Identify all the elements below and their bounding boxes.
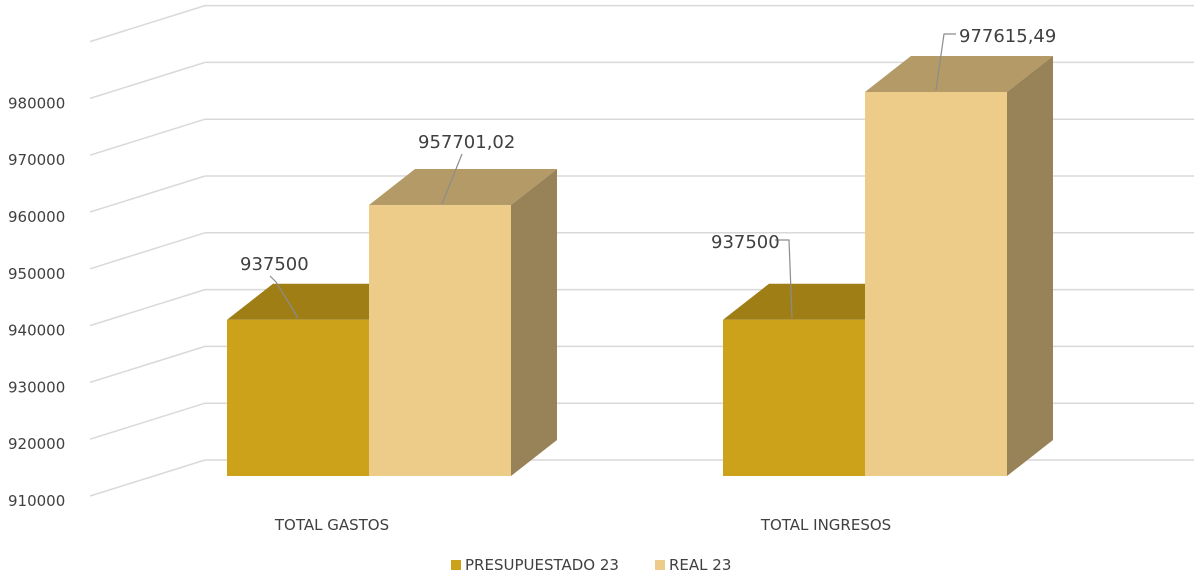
bar-top xyxy=(865,55,1053,92)
data-label: 937500 xyxy=(711,232,780,253)
legend-swatch xyxy=(655,560,665,570)
y-tick-label: 970000 xyxy=(8,151,65,169)
y-tick-label: 930000 xyxy=(8,378,65,396)
y-tick-label: 980000 xyxy=(8,94,65,112)
data-label: 937500 xyxy=(240,254,309,275)
bar-side xyxy=(511,169,557,476)
gridline-diagonal xyxy=(89,402,206,440)
gridline-diagonal xyxy=(89,61,206,100)
bar-top xyxy=(227,283,415,320)
gridline-diagonal xyxy=(89,232,206,270)
data-labels: 937500 957701,02 937500 977615,49 xyxy=(240,26,1056,275)
bar-front xyxy=(227,319,369,476)
legend-item: REAL 23 xyxy=(655,556,731,574)
legend-label: PRESUPUESTADO 23 xyxy=(465,556,619,574)
gridline-diagonal xyxy=(89,345,206,384)
data-label-leader xyxy=(441,153,463,205)
legend: PRESUPUESTADO 23 REAL 23 xyxy=(451,556,731,574)
data-label: 977615,49 xyxy=(959,26,1056,47)
bar-top xyxy=(723,283,911,320)
gridline-diagonal xyxy=(89,288,206,327)
gridline-diagonal xyxy=(89,118,206,156)
bar-side xyxy=(1007,55,1053,476)
y-tick-label: 940000 xyxy=(8,322,65,340)
data-label-leader xyxy=(269,275,299,319)
y-tick-label: 960000 xyxy=(8,208,65,226)
bar-front xyxy=(369,205,511,476)
x-axis: TOTAL GASTOS TOTAL INGRESOS xyxy=(274,516,891,534)
bar-front xyxy=(723,319,865,476)
x-category-label: TOTAL INGRESOS xyxy=(760,516,891,534)
legend-item: PRESUPUESTADO 23 xyxy=(451,556,619,574)
y-tick-label: 950000 xyxy=(8,265,65,283)
bars xyxy=(227,55,1053,476)
data-label-leader xyxy=(935,33,956,91)
gridline-diagonal xyxy=(89,459,206,497)
gridline-diagonal xyxy=(89,175,206,213)
bar xyxy=(865,55,1053,476)
x-category-label: TOTAL GASTOS xyxy=(274,516,389,534)
data-label-leaders xyxy=(269,33,956,319)
data-label-leader xyxy=(775,239,793,319)
y-axis: 910000 920000 930000 940000 950000 960000 9700… xyxy=(8,94,65,510)
data-label: 957701,02 xyxy=(418,132,515,153)
legend-label: REAL 23 xyxy=(669,556,731,574)
y-tick-label: 920000 xyxy=(8,435,65,453)
bar-front xyxy=(865,91,1007,476)
gridline-diagonal xyxy=(89,4,206,43)
bar-top xyxy=(369,169,557,206)
y-tick-label: 910000 xyxy=(8,492,65,510)
bar xyxy=(369,169,557,476)
legend-swatch xyxy=(451,560,461,570)
